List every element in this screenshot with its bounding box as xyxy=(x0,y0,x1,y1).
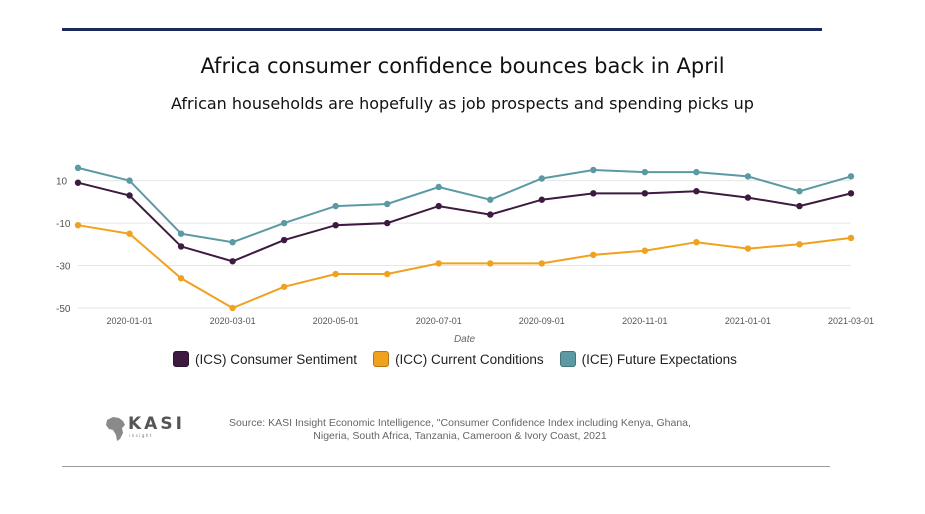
x-tick-label: 2020-03-01 xyxy=(210,316,256,326)
source-note: Source: KASI Insight Economic Intelligen… xyxy=(220,417,700,443)
x-tick-label: 2020-09-01 xyxy=(519,316,565,326)
series-line-2 xyxy=(77,166,852,244)
chart-legend: (ICS) Consumer Sentiment (ICC) Current C… xyxy=(173,351,753,367)
data-point-1 xyxy=(641,247,649,254)
data-point-2 xyxy=(280,219,288,227)
data-point-1 xyxy=(693,238,700,246)
y-tick-label: -50 xyxy=(56,304,71,315)
top-divider xyxy=(62,28,822,31)
x-tick-label: 2020-01-01 xyxy=(107,316,153,326)
kasi-logo-text: KASI xyxy=(128,414,185,434)
data-point-2 xyxy=(177,230,185,237)
data-point-0 xyxy=(487,211,494,218)
line-chart: 10 -10 -30 -50 2020-01-01 2020-03-01 2020-05-0… xyxy=(56,164,874,345)
legend-item-ice[interactable]: (ICE) Future Expectations xyxy=(559,351,737,367)
source-line-1: Source: KASI Insight Economic Intelligen… xyxy=(229,417,691,429)
data-point-2 xyxy=(74,164,82,172)
legend-label-icc: (ICC) Current Conditions xyxy=(395,351,544,367)
bottom-divider xyxy=(62,466,830,467)
data-point-2 xyxy=(693,168,700,176)
data-point-1 xyxy=(280,283,288,290)
data-point-1 xyxy=(384,270,391,278)
series-line-0 xyxy=(77,181,852,263)
data-point-0 xyxy=(796,202,803,210)
legend-item-icc[interactable]: (ICC) Current Conditions xyxy=(373,351,544,367)
data-point-2 xyxy=(487,196,494,203)
x-tick-label: 2021-03-01 xyxy=(828,316,874,326)
data-point-1 xyxy=(435,260,442,267)
data-point-2 xyxy=(847,173,855,180)
data-point-2 xyxy=(384,200,391,208)
data-point-0 xyxy=(74,179,82,186)
data-point-0 xyxy=(280,236,288,244)
data-point-1 xyxy=(487,260,494,267)
data-point-0 xyxy=(693,188,700,195)
data-point-2 xyxy=(332,202,339,210)
x-tick-label: 2020-07-01 xyxy=(416,316,462,326)
legend-item-ics[interactable]: (ICS) Consumer Sentiment xyxy=(173,351,357,367)
x-tick-label: 2020-11-01 xyxy=(622,316,667,326)
legend-swatch-ice xyxy=(559,351,576,367)
data-point-2 xyxy=(641,168,649,176)
data-point-2 xyxy=(538,175,545,182)
legend-swatch-icc xyxy=(373,351,390,367)
data-point-2 xyxy=(126,177,133,184)
data-point-0 xyxy=(538,196,545,203)
data-point-0 xyxy=(126,192,133,199)
data-point-1 xyxy=(538,260,545,267)
data-point-2 xyxy=(229,238,236,246)
data-point-1 xyxy=(847,234,855,242)
x-tick-label: 2021-01-01 xyxy=(725,316,771,326)
kasi-logo-subtext: insight xyxy=(129,433,153,438)
data-point-0 xyxy=(744,194,752,201)
data-point-2 xyxy=(744,173,752,180)
page-title: Africa consumer confidence bounces back … xyxy=(200,54,725,78)
data-point-1 xyxy=(177,275,185,282)
data-point-0 xyxy=(641,190,649,197)
data-point-0 xyxy=(177,243,185,250)
africa-map-icon xyxy=(106,417,125,441)
data-point-1 xyxy=(229,304,236,312)
source-line-2: Nigeria, South Africa, Tanzania, Cameroo… xyxy=(313,430,607,442)
data-point-1 xyxy=(590,251,597,259)
data-point-2 xyxy=(590,166,597,174)
data-point-0 xyxy=(229,258,236,265)
x-tick-label: 2020-05-01 xyxy=(313,316,359,326)
data-point-0 xyxy=(590,190,597,197)
data-point-0 xyxy=(435,202,442,210)
legend-swatch-ics xyxy=(173,351,189,367)
data-point-2 xyxy=(796,188,803,195)
series-line-1 xyxy=(77,224,852,310)
legend-label-ice: (ICE) Future Expectations xyxy=(581,351,737,367)
data-point-0 xyxy=(384,219,391,227)
data-point-1 xyxy=(332,270,339,278)
data-point-0 xyxy=(332,222,339,229)
legend-label-ics: (ICS) Consumer Sentiment xyxy=(195,351,358,367)
page-subtitle: African households are hopefully as job … xyxy=(171,94,754,113)
data-point-1 xyxy=(126,230,133,237)
y-tick-label: -10 xyxy=(56,219,71,230)
data-point-1 xyxy=(744,245,752,252)
data-point-2 xyxy=(435,183,442,191)
data-point-1 xyxy=(796,241,803,248)
data-point-1 xyxy=(74,222,82,229)
y-tick-label: 10 xyxy=(56,177,68,188)
data-point-0 xyxy=(847,190,855,197)
y-tick-label: -30 xyxy=(56,262,71,273)
x-axis-label: Date xyxy=(454,334,476,345)
